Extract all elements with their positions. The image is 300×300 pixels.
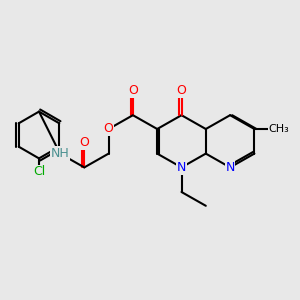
Text: O: O <box>177 84 186 97</box>
Text: NH: NH <box>51 147 69 160</box>
Text: Cl: Cl <box>33 165 45 178</box>
Text: CH₃: CH₃ <box>268 124 289 134</box>
Text: N: N <box>225 161 235 174</box>
Text: O: O <box>128 84 138 97</box>
Text: O: O <box>80 136 89 149</box>
Text: N: N <box>177 161 186 174</box>
Text: O: O <box>104 122 113 136</box>
